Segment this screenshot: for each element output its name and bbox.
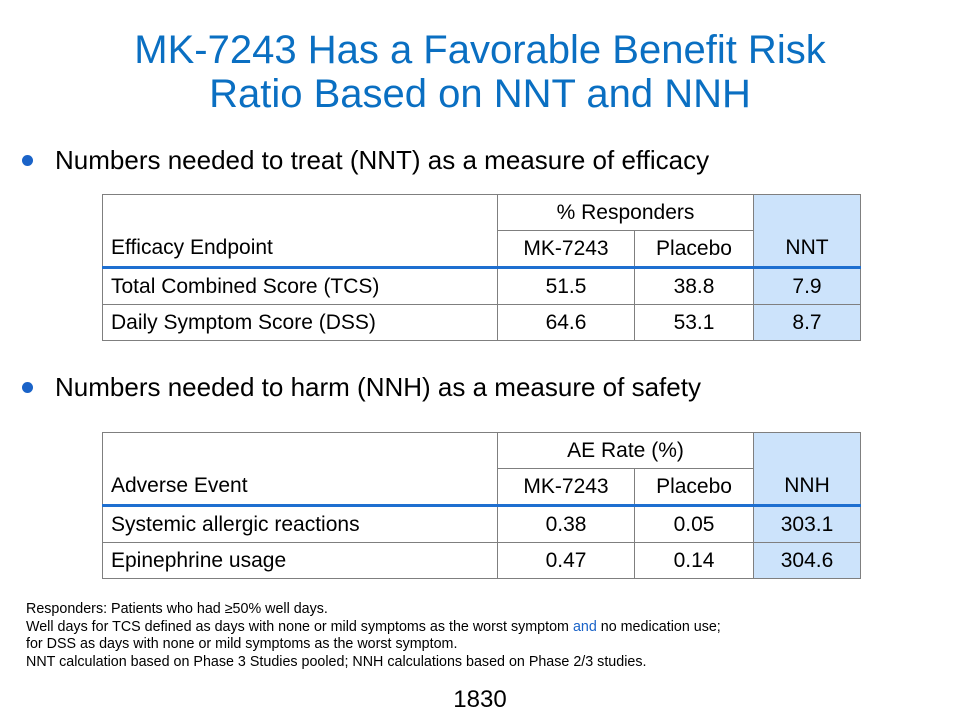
- nnt-row-placebo: 38.8: [634, 266, 754, 305]
- slide-title: MK-7243 Has a Favorable Benefit Risk Rat…: [0, 28, 960, 116]
- nnh-group-header: AE Rate (%): [496, 432, 755, 469]
- footnote-accent-and: and: [572, 618, 597, 635]
- nnt-drug-header: MK-7243: [497, 230, 635, 268]
- nnh-row-drug: 0.47: [497, 542, 635, 579]
- footnote-well-days-dss: for DSS as days with none or mild sympto…: [26, 636, 458, 652]
- nnh-row-placebo: 0.05: [633, 504, 755, 543]
- bullet-efficacy: Numbers needed to treat (NNT) as a measu…: [22, 145, 709, 176]
- nnh-row-drug: 0.38: [497, 504, 635, 543]
- nnt-endpoint-header: Efficacy Endpoint: [102, 194, 498, 268]
- slide-title-line-1: MK-7243 Has a Favorable Benefit Risk: [134, 28, 826, 72]
- nnt-placebo-header: Placebo: [634, 230, 754, 268]
- footnotes: Responders: Patients who had ≥50% well d…: [26, 601, 721, 671]
- nnt-row-placebo: 53.1: [634, 304, 754, 341]
- bullet-dot-icon: [22, 382, 33, 393]
- table-row: Total Combined Score (TCS) 51.5 38.8 7.9: [102, 266, 861, 305]
- bullet-dot-icon: [22, 155, 33, 166]
- nnt-table: Efficacy Endpoint % Responders NNT MK-72…: [102, 194, 861, 341]
- nnh-ratio-header: NNH: [753, 432, 862, 506]
- nnh-row-ratio: 304.6: [753, 542, 862, 579]
- nnh-row-placebo: 0.14: [633, 542, 755, 579]
- nnt-row-drug: 51.5: [497, 266, 635, 305]
- footnote-text: no medication use;: [596, 618, 721, 635]
- nnh-row-label: Systemic allergic reactions: [102, 504, 498, 543]
- nnt-row-label: Total Combined Score (TCS): [102, 266, 498, 305]
- table-row: Daily Symptom Score (DSS) 64.6 53.1 8.7: [102, 304, 861, 341]
- footnote-calculation: NNT calculation based on Phase 3 Studies…: [26, 653, 647, 670]
- nnt-row-drug: 64.6: [497, 304, 635, 341]
- nnh-row-label: Epinephrine usage: [102, 542, 498, 579]
- bullet-safety-text: Numbers needed to harm (NNH) as a measur…: [55, 372, 701, 402]
- footnote-well-days-tcs: Well days for TCS defined as days with n…: [26, 619, 721, 637]
- nnh-table: Adverse Event AE Rate (%) NNH MK-7243 Pl…: [102, 432, 862, 579]
- nnh-drug-header: MK-7243: [497, 468, 635, 506]
- bullet-safety: Numbers needed to harm (NNH) as a measur…: [22, 372, 701, 403]
- footnote-text: Well days for TCS defined as days with n…: [26, 618, 573, 635]
- nnt-row-ratio: 7.9: [753, 266, 861, 305]
- slide-title-line-2: Ratio Based on NNT and NNH: [209, 72, 751, 116]
- nnt-row-ratio: 8.7: [753, 304, 861, 341]
- nnh-endpoint-header: Adverse Event: [102, 432, 498, 506]
- nnh-row-ratio: 303.1: [753, 504, 862, 543]
- table-row: Epinephrine usage 0.47 0.14 304.6: [102, 542, 862, 579]
- nnh-placebo-header: Placebo: [633, 468, 755, 506]
- footnote-responders: Responders: Patients who had ≥50% well d…: [26, 601, 328, 617]
- nnt-group-header: % Responders: [497, 194, 754, 231]
- nnt-ratio-header: NNT: [753, 194, 861, 268]
- nnt-row-label: Daily Symptom Score (DSS): [102, 304, 498, 341]
- bullet-efficacy-text: Numbers needed to treat (NNT) as a measu…: [55, 145, 710, 175]
- table-row: Systemic allergic reactions 0.38 0.05 30…: [102, 504, 862, 543]
- page-number: 1830: [453, 686, 507, 713]
